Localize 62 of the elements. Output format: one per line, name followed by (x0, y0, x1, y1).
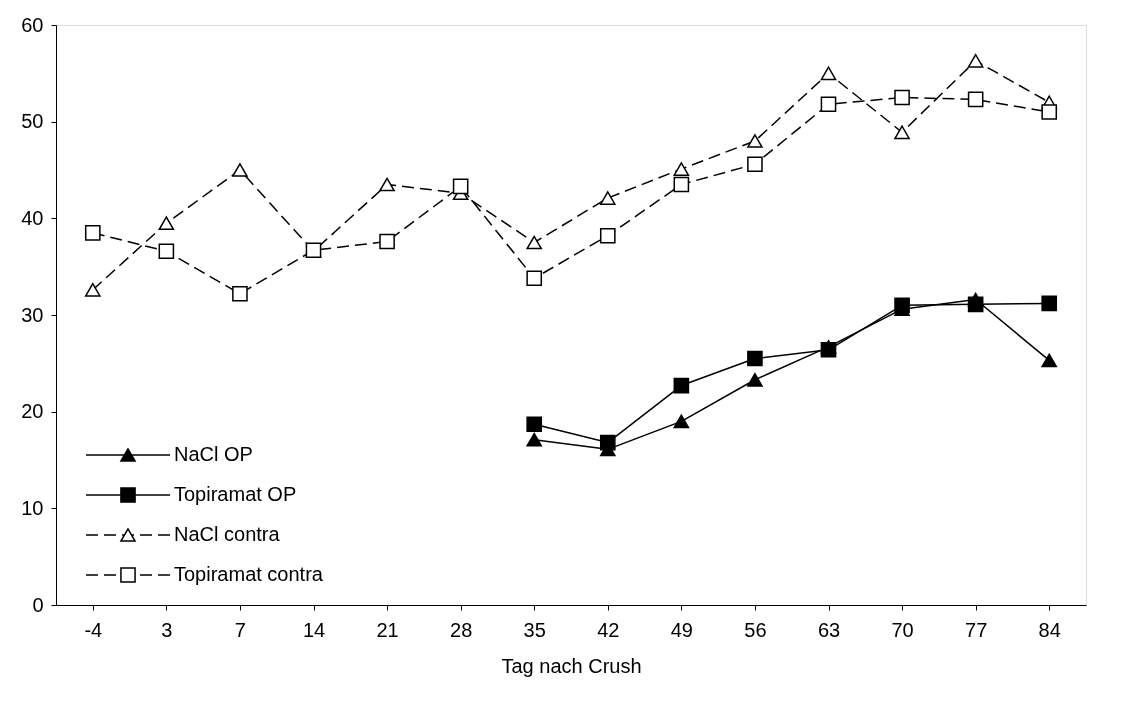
x-tick-label: 42 (597, 618, 620, 641)
point (158, 216, 175, 231)
point (452, 178, 469, 195)
point (820, 341, 837, 358)
point (673, 377, 690, 394)
point (967, 53, 984, 68)
point (84, 225, 101, 241)
point (747, 134, 763, 148)
point (379, 233, 395, 250)
point (894, 89, 910, 106)
point (894, 125, 910, 140)
x-tick-label: 21 (376, 618, 399, 641)
y-tick-label: 50 (21, 110, 44, 133)
point (232, 163, 248, 177)
x-tick-label: 70 (891, 618, 914, 641)
legend-label: Topiramat contra (174, 563, 324, 585)
point (599, 227, 616, 244)
point (84, 282, 101, 297)
point (379, 177, 395, 192)
legend-label: Topiramat OP (174, 483, 297, 505)
x-axis-title: Tag nach Crush (501, 654, 642, 677)
x-tick-label: 77 (965, 618, 988, 641)
point (158, 243, 175, 260)
point (599, 434, 616, 451)
point (232, 285, 248, 302)
x-tick-label: -4 (84, 618, 103, 641)
point (747, 156, 763, 173)
point (1041, 353, 1058, 368)
y-tick-label: 10 (21, 496, 44, 519)
x-tick-label: 56 (744, 618, 767, 641)
x-tick-label: 3 (161, 618, 173, 641)
point (526, 235, 543, 250)
y-tick-label: 20 (21, 400, 44, 423)
point (967, 91, 984, 108)
y-tick-label: 0 (32, 593, 44, 616)
point (820, 96, 837, 113)
point (1041, 104, 1058, 120)
x-tick-label: 49 (670, 618, 693, 641)
point (526, 416, 543, 433)
y-tick-label: 60 (21, 13, 44, 36)
point (526, 432, 543, 447)
point (894, 297, 910, 314)
point (747, 372, 763, 387)
point (967, 296, 984, 313)
x-tick-label: 7 (234, 618, 246, 641)
y-tick-label: 40 (21, 206, 44, 229)
x-tick-label: 28 (450, 618, 473, 641)
y-tick-label: 30 (21, 303, 44, 326)
x-tick-label: 14 (302, 618, 326, 641)
point (526, 270, 543, 287)
point (599, 191, 616, 205)
point (820, 66, 837, 81)
legend-label: NaCl contra (174, 523, 281, 545)
point (673, 176, 690, 193)
point (747, 350, 763, 367)
point (673, 414, 690, 429)
point (1041, 295, 1058, 312)
x-tick-label: 63 (817, 618, 841, 641)
point (673, 162, 690, 176)
x-tick-label: 35 (523, 618, 546, 641)
x-tick-label: 84 (1038, 618, 1061, 641)
legend-label: NaCl OP (174, 443, 253, 465)
